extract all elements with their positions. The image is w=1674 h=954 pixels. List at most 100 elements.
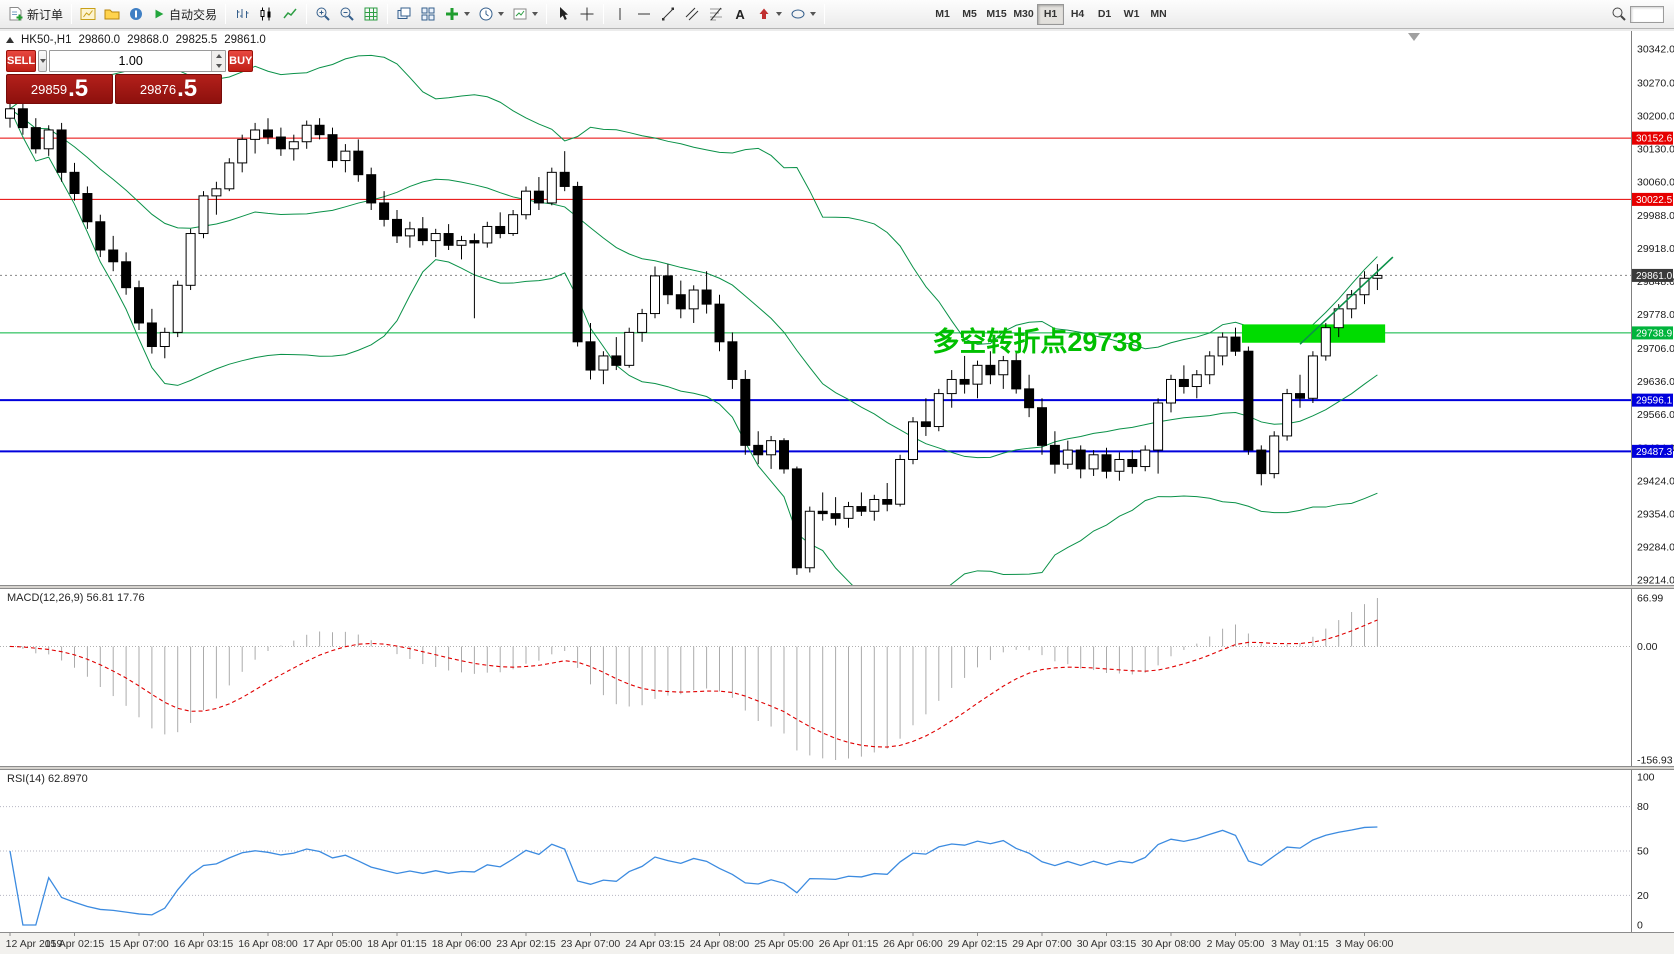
- timeframe-mn[interactable]: MN: [1145, 4, 1172, 25]
- text-tool-button[interactable]: A: [728, 2, 752, 26]
- bollinger-band: [9, 54, 1378, 350]
- buy-button[interactable]: BUY: [228, 50, 254, 72]
- templates-button[interactable]: [508, 2, 542, 26]
- svg-text:24 Apr 08:00: 24 Apr 08:00: [690, 938, 750, 950]
- volume-field: [49, 50, 227, 72]
- volume-increase-button[interactable]: [212, 51, 226, 61]
- tile-windows-button[interactable]: [416, 2, 440, 26]
- sell-button[interactable]: SELL: [6, 50, 37, 72]
- volume-decrease-button[interactable]: [212, 61, 226, 71]
- symbol-name: HK50-,H1: [21, 34, 72, 46]
- svg-text:29284.0: 29284.0: [1637, 542, 1674, 554]
- timeframe-m15[interactable]: M15: [983, 4, 1010, 25]
- timeframe-d1[interactable]: D1: [1091, 4, 1118, 25]
- volume-preset-dropdown[interactable]: [38, 50, 48, 72]
- collapse-one-click-icon[interactable]: [6, 37, 14, 43]
- fibonacci-tool-button[interactable]: [704, 2, 728, 26]
- one-click-trading-panel: SELL BUY 29859 .5 29876 .5: [6, 50, 254, 104]
- shapes-tool-button[interactable]: [786, 2, 820, 26]
- timeframe-h4[interactable]: H4: [1064, 4, 1091, 25]
- templates-icon: [513, 8, 527, 20]
- charts-button[interactable]: [76, 2, 100, 26]
- rsi-layer: [0, 806, 1631, 926]
- grid-button[interactable]: [359, 2, 383, 26]
- bollinger-band: [9, 108, 1378, 585]
- macd-signal-line: [9, 619, 1378, 748]
- periods-button[interactable]: [474, 2, 508, 26]
- new-order-button[interactable]: 新订单: [4, 2, 67, 26]
- dropdown-caret-icon: [464, 12, 471, 16]
- zoom-in-button[interactable]: [311, 2, 335, 26]
- svg-text:30270.0: 30270.0: [1637, 77, 1674, 89]
- svg-text:2 May 05:00: 2 May 05:00: [1207, 938, 1265, 950]
- svg-text:23 Apr 07:00: 23 Apr 07:00: [561, 938, 621, 950]
- svg-text:15 Apr 07:00: 15 Apr 07:00: [109, 938, 169, 950]
- dropdown-caret-icon: [776, 12, 783, 16]
- horizontal-line-tool-button[interactable]: [632, 2, 656, 26]
- separator: [824, 4, 826, 24]
- zoom-out-button[interactable]: [335, 2, 359, 26]
- arrow-marker-icon: [759, 8, 769, 19]
- autotrading-icon: [155, 9, 164, 19]
- indicators-button[interactable]: [440, 2, 474, 26]
- profiles-button[interactable]: [100, 2, 124, 26]
- svg-text:18 Apr 01:15: 18 Apr 01:15: [367, 938, 427, 950]
- bar-chart-icon: [237, 9, 249, 18]
- search-input[interactable]: [1630, 5, 1664, 23]
- trendline-tool-button[interactable]: [656, 2, 680, 26]
- line-chart-icon: [283, 8, 297, 19]
- indicators-icon: [446, 8, 459, 20]
- svg-text:30152.6: 30152.6: [1636, 134, 1673, 145]
- svg-text:26 Apr 06:00: 26 Apr 06:00: [883, 938, 943, 950]
- svg-text:30022.5: 30022.5: [1636, 195, 1673, 206]
- data-window-icon: [130, 8, 143, 20]
- autotrading-button[interactable]: 自动交易: [148, 2, 221, 26]
- bar-chart-button[interactable]: [230, 2, 254, 26]
- vertical-line-tool-button[interactable]: [608, 2, 632, 26]
- crosshair-button[interactable]: [575, 2, 599, 26]
- svg-text:29918.0: 29918.0: [1637, 243, 1674, 255]
- cursor-button[interactable]: [551, 2, 575, 26]
- main-chart-layer: 多空转折点29738: [0, 54, 1631, 585]
- buy-price-panel[interactable]: 29876 .5: [115, 74, 222, 104]
- candlestick-chart-button[interactable]: [254, 2, 278, 26]
- timeframe-m30[interactable]: M30: [1010, 4, 1037, 25]
- svg-text:30 Apr 08:00: 30 Apr 08:00: [1141, 938, 1201, 950]
- channel-tool-button[interactable]: [680, 2, 704, 26]
- svg-text:29487.3: 29487.3: [1636, 447, 1673, 458]
- svg-text:26 Apr 01:15: 26 Apr 01:15: [819, 938, 879, 950]
- price-badges: 30152.6 30022.5 29738.9 29596.1 29487.3 29861…: [1632, 131, 1673, 458]
- zoom-in-icon: [316, 7, 330, 21]
- dropdown-caret-icon: [532, 12, 539, 16]
- spin-up-icon: [216, 54, 223, 58]
- svg-text:80: 80: [1637, 801, 1649, 813]
- svg-text:29424.0: 29424.0: [1637, 476, 1674, 488]
- svg-text:100: 100: [1637, 772, 1655, 784]
- svg-text:29566.0: 29566.0: [1637, 409, 1674, 421]
- search-icon[interactable]: [1611, 6, 1627, 22]
- cursor-icon: [560, 7, 569, 20]
- timeframe-w1[interactable]: W1: [1118, 4, 1145, 25]
- line-chart-button[interactable]: [278, 2, 302, 26]
- dropdown-caret-icon: [498, 12, 505, 16]
- timeframe-m5[interactable]: M5: [956, 4, 983, 25]
- timeframe-m1[interactable]: M1: [929, 4, 956, 25]
- bollinger-band: [9, 108, 1378, 459]
- svg-text:24 Apr 03:15: 24 Apr 03:15: [625, 938, 685, 950]
- ohlc-high: 29868.0: [127, 34, 169, 46]
- svg-text:-156.93: -156.93: [1637, 755, 1673, 767]
- timeframe-h1[interactable]: H1: [1037, 3, 1065, 25]
- sell-price-panel[interactable]: 29859 .5: [6, 74, 113, 104]
- data-window-button[interactable]: [124, 2, 148, 26]
- volume-input[interactable]: [50, 51, 212, 71]
- cascade-windows-icon: [397, 7, 411, 19]
- pane-splitter: [0, 766, 1674, 770]
- cascade-windows-button[interactable]: [392, 2, 416, 26]
- trendline: [1299, 256, 1394, 345]
- svg-text:29214.0: 29214.0: [1637, 575, 1674, 587]
- svg-text:29 Apr 02:15: 29 Apr 02:15: [948, 938, 1008, 950]
- arrows-tool-button[interactable]: [752, 2, 786, 26]
- svg-text:20: 20: [1637, 890, 1649, 902]
